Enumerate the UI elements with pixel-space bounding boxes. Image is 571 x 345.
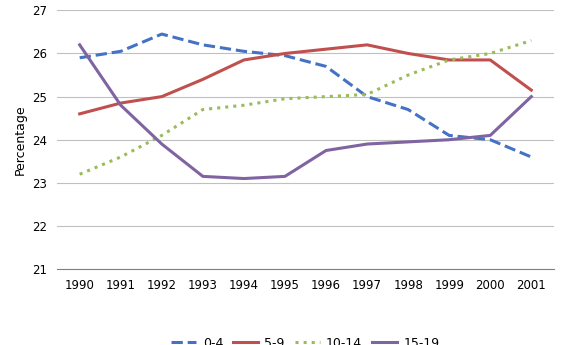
0-4 [528, 155, 534, 159]
5-9 [405, 51, 412, 56]
0-4 [282, 53, 288, 58]
10-14 [282, 97, 288, 101]
10-14 [117, 155, 124, 159]
5-9 [282, 51, 288, 56]
Line: 10-14: 10-14 [80, 41, 531, 174]
15-19 [77, 43, 83, 47]
0-4 [446, 134, 453, 138]
5-9 [77, 112, 83, 116]
10-14 [240, 103, 247, 107]
0-4 [487, 138, 494, 142]
10-14 [158, 134, 165, 138]
15-19 [446, 138, 453, 142]
Line: 0-4: 0-4 [80, 34, 531, 157]
10-14 [199, 108, 206, 112]
15-19 [405, 140, 412, 144]
5-9 [364, 43, 371, 47]
15-19 [487, 134, 494, 138]
15-19 [528, 95, 534, 99]
10-14 [364, 92, 371, 97]
15-19 [199, 174, 206, 178]
Line: 15-19: 15-19 [80, 45, 531, 178]
5-9 [240, 58, 247, 62]
5-9 [446, 58, 453, 62]
10-14 [528, 39, 534, 43]
15-19 [240, 176, 247, 180]
0-4 [240, 49, 247, 53]
5-9 [158, 95, 165, 99]
15-19 [282, 174, 288, 178]
5-9 [117, 101, 124, 105]
10-14 [446, 58, 453, 62]
Line: 5-9: 5-9 [80, 45, 531, 114]
15-19 [117, 103, 124, 107]
Legend: 0-4, 5-9, 10-14, 15-19: 0-4, 5-9, 10-14, 15-19 [167, 332, 444, 345]
10-14 [77, 172, 83, 176]
0-4 [405, 108, 412, 112]
15-19 [323, 148, 329, 152]
5-9 [199, 77, 206, 81]
Y-axis label: Percentage: Percentage [14, 105, 27, 175]
0-4 [77, 56, 83, 60]
0-4 [117, 49, 124, 53]
15-19 [364, 142, 371, 146]
5-9 [487, 58, 494, 62]
10-14 [487, 51, 494, 56]
0-4 [323, 64, 329, 68]
0-4 [199, 43, 206, 47]
5-9 [323, 47, 329, 51]
0-4 [158, 32, 165, 36]
0-4 [364, 95, 371, 99]
10-14 [323, 95, 329, 99]
10-14 [405, 73, 412, 77]
5-9 [528, 88, 534, 92]
15-19 [158, 142, 165, 146]
